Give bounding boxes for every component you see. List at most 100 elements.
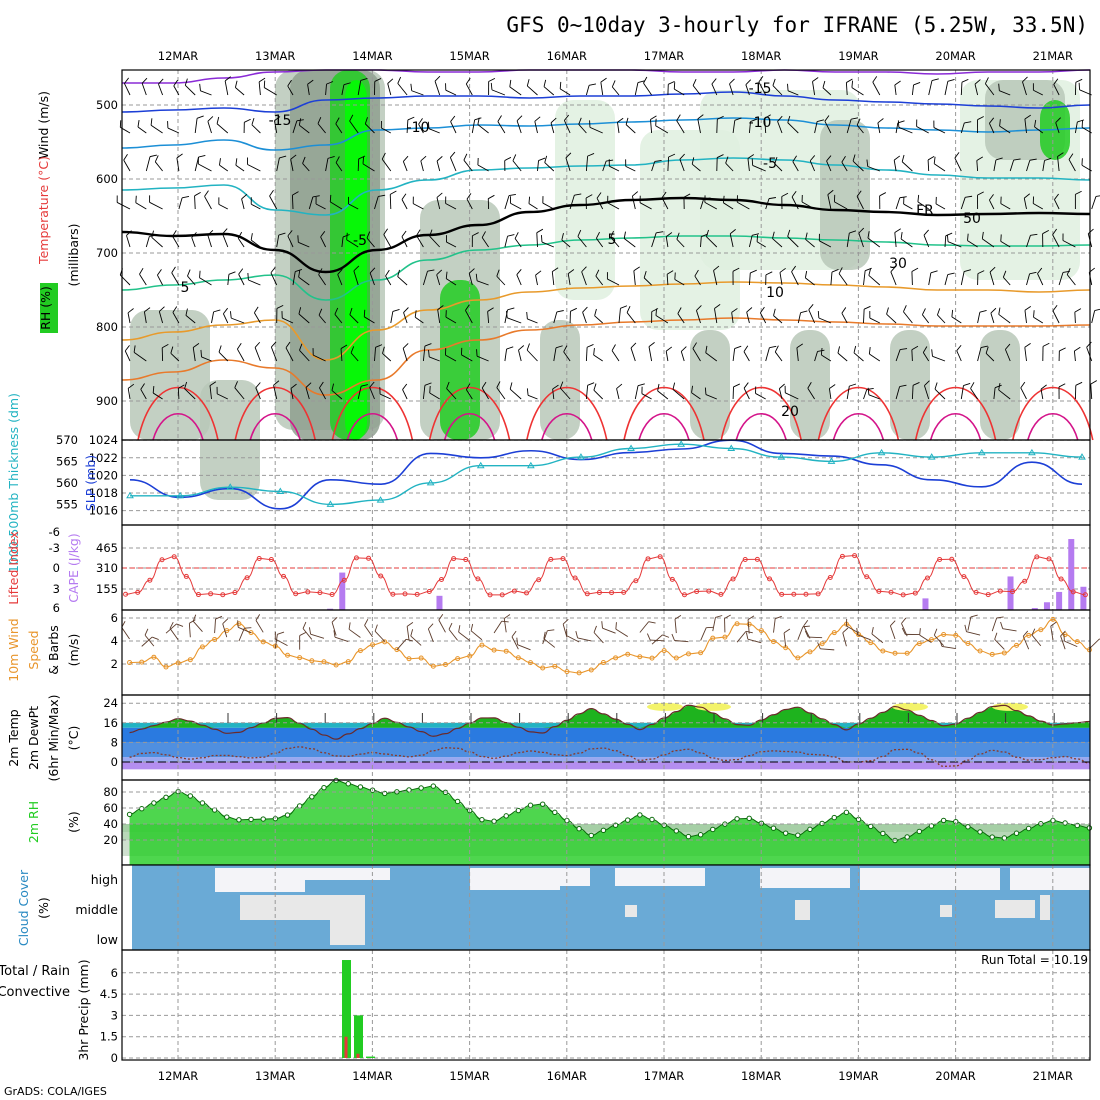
wind-barb [1009, 159, 1015, 172]
wind-barb-flag [901, 627, 906, 635]
wind-barb-flag [807, 382, 812, 389]
wind-barb [141, 83, 147, 96]
wind-barb [894, 84, 897, 96]
wind-barb-flag [743, 345, 749, 352]
warm-contour [249, 413, 301, 441]
thickness-point [877, 448, 886, 456]
wind-barb [476, 280, 489, 286]
wind-barb [791, 271, 799, 286]
wind-speed-point [698, 650, 704, 656]
wind-barb-flag [800, 310, 808, 314]
warm-contour [832, 413, 885, 441]
wind-speed-point [491, 647, 497, 653]
wind-barb-flag [378, 194, 386, 197]
wind-barb-flag [732, 267, 740, 272]
convective-bar [344, 1036, 348, 1058]
bottom-date-label: 15MAR [449, 1069, 489, 1083]
wind-barb-flag [625, 117, 629, 125]
warm-contour [623, 386, 705, 441]
wind-barb [593, 354, 603, 362]
wind-barb [927, 159, 930, 172]
rh-point [248, 816, 254, 823]
wind-barb-flag [509, 382, 513, 390]
li-point [438, 577, 444, 583]
wind-barb-flag [222, 228, 228, 235]
wind-barb [898, 126, 913, 134]
wind-barb-flag [779, 383, 785, 389]
wind-barb [634, 82, 639, 96]
wind-barb [191, 237, 196, 248]
wind-barb-flag [307, 79, 314, 85]
wind-speed-point [1074, 639, 1080, 645]
wind-barb-flag [465, 77, 471, 85]
wind-barb-flag [976, 156, 984, 161]
wind-barb-flag [407, 116, 415, 121]
wind-speed-point [880, 648, 886, 654]
wind-barb [787, 90, 799, 96]
wind-barb-flag [1077, 119, 1085, 123]
rh-point [527, 802, 534, 808]
wind-barb-flag [506, 346, 514, 350]
wind-barb [178, 197, 183, 210]
rh-tick-label: 40 [103, 817, 118, 831]
li-point [1058, 576, 1064, 582]
li-point [208, 591, 214, 597]
wind-barb [623, 238, 636, 248]
wind-barb [773, 315, 783, 324]
wind-barb-flag [903, 305, 907, 312]
contour-label: 5 [608, 232, 617, 248]
wind-barb-flag [777, 115, 783, 122]
wind-barb-flag [980, 345, 988, 349]
wind-barb [998, 389, 1011, 400]
wind-barb [967, 240, 978, 248]
wind-barb [299, 124, 310, 134]
wind-barb-flag [783, 628, 791, 634]
wind-barb-flag [255, 614, 261, 621]
rh-point [685, 833, 692, 840]
wind-barb [924, 385, 930, 400]
wind-barb [527, 394, 538, 400]
wind-barb-flag [290, 154, 297, 160]
wind-barb [1086, 347, 1093, 362]
wind-barb-flag [752, 233, 760, 236]
thickness-tick-label: 555 [56, 497, 78, 511]
wind-barb-flag [615, 622, 617, 630]
wind-barb [578, 124, 587, 134]
wind-barb [716, 119, 718, 134]
rh-point [1025, 825, 1032, 832]
wind-barb [676, 239, 685, 248]
wind-barb-flag [514, 232, 519, 239]
precip-tick-label: 6 [111, 966, 118, 980]
cloud-mid [940, 905, 952, 917]
wind-barb-flag [172, 306, 178, 313]
wind-barb-flag [665, 232, 673, 238]
wind-barb-flag [287, 230, 293, 237]
wind-barb [258, 81, 261, 96]
wind-barb [317, 123, 326, 134]
wind-barb [308, 196, 314, 210]
wind-barb-flag [450, 115, 456, 122]
wind-barb [960, 271, 965, 286]
wind-barb [535, 275, 538, 286]
wind-barb [889, 625, 896, 640]
wind-barb [497, 121, 506, 134]
wind-barb [752, 165, 766, 172]
wind-barb-flag [581, 266, 587, 273]
rh-point [807, 826, 813, 833]
li-point [888, 589, 894, 595]
wind-barb-flag [775, 615, 782, 620]
wind-barb-flag [817, 310, 820, 319]
wind-barb-flag [841, 155, 846, 163]
rh2m-label: 2m RH [26, 801, 41, 843]
wind-barb [518, 349, 522, 362]
wind-barb-flag [124, 77, 130, 84]
wind-barb-flag [705, 229, 709, 237]
wind-barb-flag [715, 615, 723, 618]
wind-barb [374, 196, 379, 210]
wind-barb [594, 315, 604, 324]
wind-barb [774, 351, 783, 362]
wind-frame [121, 609, 1091, 696]
wind-barb-flag [851, 80, 854, 88]
wind-speed-point [175, 660, 181, 666]
wind-speed-point [564, 669, 570, 675]
